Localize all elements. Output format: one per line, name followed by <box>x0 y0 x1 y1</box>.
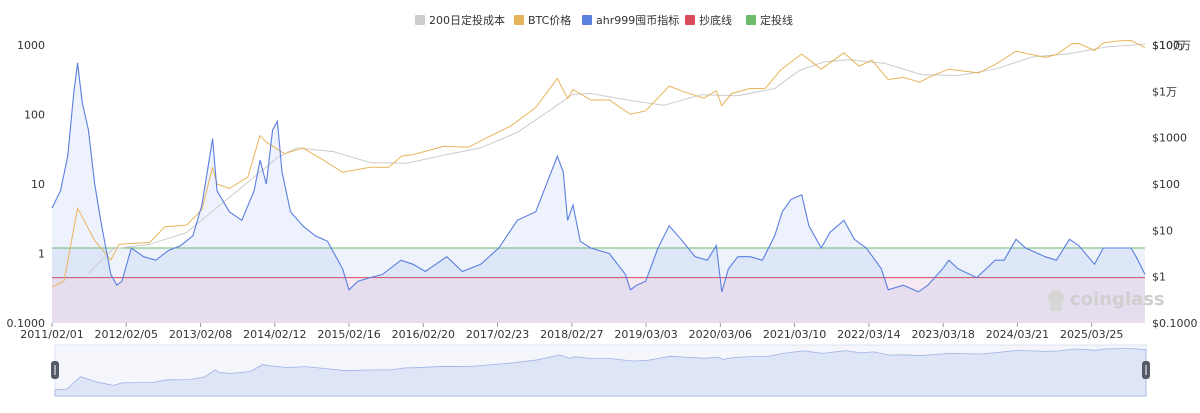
y-left-tick-label: 100 <box>24 109 45 122</box>
x-tick-label: 2017/02/23 <box>466 328 529 341</box>
x-tick-label: 2024/03/21 <box>986 328 1049 341</box>
watermark: coinglass <box>1048 289 1165 311</box>
x-tick-label: 2025/03/25 <box>1060 328 1123 341</box>
legend: 200日定投成本 BTC价格 ahr999囤币指标 抄底线 定投线 <box>415 13 793 27</box>
watermark-text: coinglass <box>1070 289 1165 310</box>
dca-cost-line <box>88 43 1146 274</box>
dca-zone <box>52 247 1145 278</box>
y-right-tick-label: $100万 <box>1152 39 1191 52</box>
navigator-preview <box>54 348 1147 397</box>
reference-lines <box>52 247 1145 323</box>
zoom-slider[interactable] <box>51 344 1150 397</box>
x-tick-label: 2012/02/05 <box>95 328 158 341</box>
x-tick-label: 2015/02/16 <box>317 328 380 341</box>
y-left-tick-label: 10 <box>31 178 45 191</box>
y-right-tick-label: $10万 <box>1152 39 1184 52</box>
y-axis-right: $0.1000 $1 $10 $100 $1000 $1万 $10万$100万 <box>1152 39 1198 330</box>
series-area <box>51 39 1146 323</box>
y-right-tick-label: $1万 <box>1152 85 1177 98</box>
x-tick-label: 2022/03/14 <box>837 328 900 341</box>
y-left-tick-label: 1 <box>38 248 45 261</box>
slider-handle-left[interactable] <box>51 361 59 379</box>
bottom-zone <box>52 277 1145 323</box>
legend-swatch[interactable] <box>415 15 425 25</box>
ahr999-area <box>52 63 1145 323</box>
y-axis-left: 0.1000 1 10 100 1000 <box>7 39 46 330</box>
x-tick-label: 2014/02/12 <box>243 328 306 341</box>
x-tick-label: 2021/03/10 <box>763 328 826 341</box>
x-tick-label: 2018/02/27 <box>540 328 603 341</box>
btc-price-line <box>51 39 1146 288</box>
legend-swatch[interactable] <box>582 15 592 25</box>
legend-label[interactable]: BTC价格 <box>528 13 571 27</box>
y-right-tick-label: $100 <box>1152 178 1180 191</box>
x-tick-label: 2023/03/18 <box>911 328 974 341</box>
slider-handle-right[interactable] <box>1142 361 1150 379</box>
x-tick-label: 2016/02/20 <box>392 328 455 341</box>
legend-label[interactable]: ahr999囤币指标 <box>596 13 679 27</box>
ahr999-line <box>51 62 1146 293</box>
x-tick-label: 2011/02/01 <box>20 328 83 341</box>
y-right-tick-label: $1000 <box>1152 132 1187 145</box>
coinglass-logo-icon <box>1048 290 1064 311</box>
x-tick-label: 2013/02/08 <box>169 328 232 341</box>
logo-body <box>1050 303 1062 311</box>
y-left-tick-label: 1000 <box>17 39 45 52</box>
legend-label[interactable]: 抄底线 <box>699 13 732 27</box>
y-left-tick-label: 0.1000 <box>7 317 46 330</box>
x-tick-label: 2019/03/03 <box>614 328 677 341</box>
y-right-tick-label: $10 <box>1152 224 1173 237</box>
x-tick-label: 2020/03/06 <box>689 328 752 341</box>
logo-head <box>1048 290 1064 306</box>
legend-swatch[interactable] <box>685 15 695 25</box>
y-right-tick-label: $0.1000 <box>1152 317 1198 330</box>
legend-label[interactable]: 200日定投成本 <box>429 13 505 27</box>
legend-label[interactable]: 定投线 <box>760 13 793 27</box>
y-right-tick-label: $1 <box>1152 271 1166 284</box>
legend-swatch[interactable] <box>514 15 524 25</box>
legend-swatch[interactable] <box>746 15 756 25</box>
x-axis: 2011/02/01 2012/02/05 2013/02/08 2014/02/12… <box>20 323 1123 341</box>
